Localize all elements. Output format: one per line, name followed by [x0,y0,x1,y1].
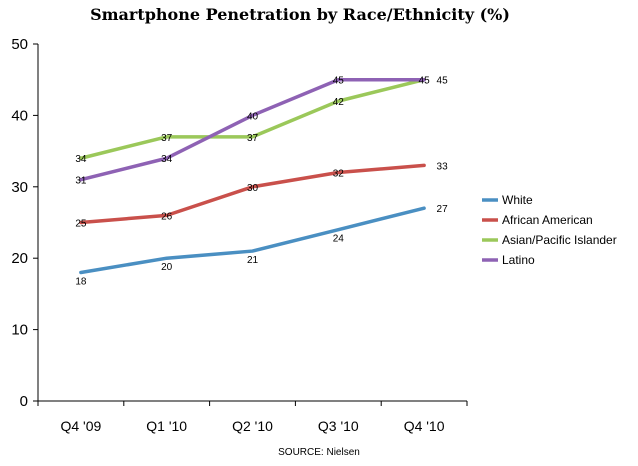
series-line-african-american [79,163,426,225]
series-line-asian-pacific-islander [79,77,426,160]
series-lines [79,77,426,275]
y-tick-label: 50 [11,36,28,53]
data-label: 37 [247,133,259,144]
x-tick-label: Q4 '09 [60,418,101,434]
data-label: 33 [437,161,449,172]
data-label: 30 [247,183,259,194]
data-label: 26 [161,211,173,222]
legend-label: Latino [502,253,535,267]
data-label: 27 [437,204,449,215]
legend: White African American Asian/Pacific Islan… [482,193,617,267]
y-tick-label: 20 [11,250,28,267]
data-label: 31 [75,176,87,187]
x-tick-label: Q1 '10 [146,418,187,434]
x-tick-label: Q2 '10 [232,418,273,434]
data-labels: 18 20 21 24 27 25 26 30 32 33 34 37 37 42 45 31 34 40 45 45 [75,76,448,288]
data-label: 24 [333,234,345,245]
data-label: 45 [333,76,345,87]
y-axis-ticks: 0 10 20 30 40 50 [11,36,38,410]
series-line-white [79,206,426,275]
data-label: 40 [247,111,259,122]
legend-label: African American [502,213,593,227]
data-label: 45 [419,76,431,87]
chart-title: Smartphone Penetration by Race/Ethnicity… [90,5,510,24]
data-label: 18 [75,276,87,287]
x-tick-label: Q3 '10 [318,418,359,434]
data-label: 42 [333,97,345,108]
data-label: 21 [247,255,259,266]
legend-label: Asian/Pacific Islander [502,233,617,247]
data-label: 32 [333,169,345,180]
data-label: 34 [75,154,87,165]
data-label: 20 [161,262,173,273]
x-tick-label: Q4 '10 [404,418,445,434]
y-tick-label: 40 [11,107,28,124]
data-label: 45 [437,76,449,87]
data-label: 25 [75,219,87,230]
data-label: 37 [161,133,173,144]
series-line-latino [79,77,426,182]
y-tick-label: 30 [11,179,28,196]
y-tick-label: 10 [11,322,28,339]
legend-label: White [502,193,533,207]
source-note: SOURCE: Nielsen [278,447,360,458]
x-axis-ticks: Q4 '09 Q1 '10 Q2 '10 Q3 '10 Q4 '10 [37,401,468,434]
y-tick-label: 0 [20,393,28,410]
data-label: 34 [161,154,173,165]
